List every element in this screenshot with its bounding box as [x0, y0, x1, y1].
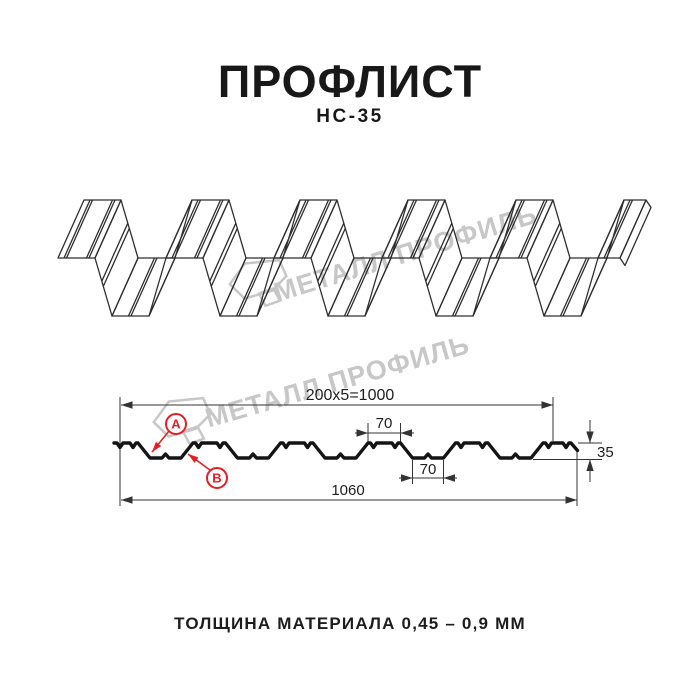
dim-label-overall-width: 1060 — [331, 482, 364, 499]
callout-a-letter: A — [171, 417, 181, 432]
watermark-text: МЕТАЛЛ ПРОФИЛЬ — [202, 329, 473, 433]
dim-label-top-width: 200x5=1000 — [306, 387, 395, 404]
callout-b-letter: B — [212, 471, 221, 486]
callout-a-circle — [165, 413, 187, 435]
callout-a: A — [151, 413, 187, 453]
dim-label-height: 35 — [597, 444, 614, 461]
dim-label-rib-bottom: 70 — [420, 461, 437, 478]
callout-b: B — [187, 453, 228, 489]
material-thickness-note: ТОЛЩИНА МАТЕРИАЛА 0,45 – 0,9 ММ — [174, 614, 526, 633]
page-title: ПРОФЛИСТ — [217, 56, 483, 107]
callout-b-circle — [206, 467, 228, 489]
sheet-3d-drawing: МЕТАЛЛ ПРОФИЛЬ — [57, 199, 652, 317]
cross-section-drawing: МЕТАЛЛ ПРОФИЛЬ — [112, 329, 614, 506]
sheet-3d-edges — [57, 199, 652, 317]
dimension-lines — [119, 397, 602, 506]
dim-label-rib-top: 70 — [376, 415, 393, 432]
product-model-label: НС-35 — [316, 106, 384, 127]
profile-outline — [112, 441, 580, 460]
